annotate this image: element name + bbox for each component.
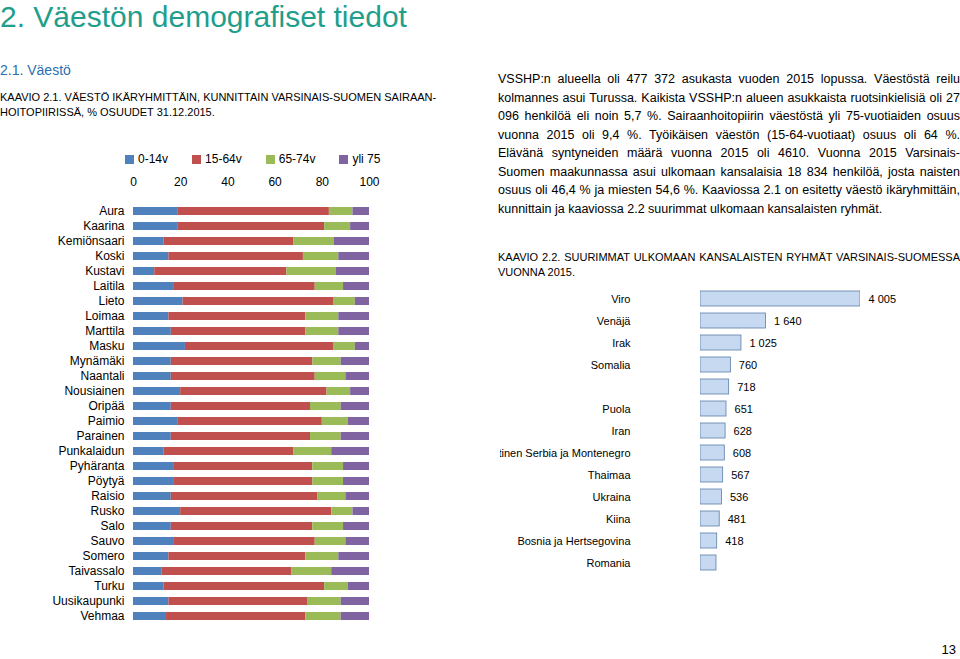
svg-text:Thaimaa: Thaimaa	[588, 469, 632, 481]
svg-text:Viro: Viro	[611, 293, 630, 305]
svg-text:Ukraina: Ukraina	[593, 491, 632, 503]
html-text:15-64v: 15-64v	[205, 152, 242, 166]
html-text:KAAVIO 2.2. SUURIMMAT ULKOMAAN: KAAVIO 2.2. SUURIMMAT ULKOMAAN KANSALAIS…	[498, 251, 960, 278]
html-text:65-74v: 65-74v	[278, 152, 316, 166]
svg-text:Laitila: Laitila	[93, 279, 125, 293]
svg-text:Lieto: Lieto	[98, 294, 124, 308]
svg-text:Kustavi: Kustavi	[85, 264, 124, 278]
svg-text:40: 40	[221, 175, 235, 189]
svg-text:Sauvo: Sauvo	[90, 534, 124, 548]
html-text:yli 75: yli 75	[352, 152, 381, 166]
svg-text:Uusikaupunki: Uusikaupunki	[52, 594, 124, 608]
svg-text:608: 608	[733, 447, 751, 459]
svg-text:Salo: Salo	[100, 519, 124, 533]
svg-text:Koski: Koski	[95, 249, 124, 263]
svg-text:Taivassalo: Taivassalo	[68, 564, 124, 578]
svg-text:80: 80	[316, 175, 330, 189]
svg-text:Punkalaidun: Punkalaidun	[58, 444, 124, 458]
svg-text:1 025: 1 025	[749, 337, 777, 349]
svg-text:Pyhäranta: Pyhäranta	[70, 459, 125, 473]
svg-text:628: 628	[734, 425, 752, 437]
svg-text:Bosnia ja Hertsegovina: Bosnia ja Hertsegovina	[517, 535, 631, 547]
html-text:2. Väestön demografiset tiedot: 2. Väestön demografiset tiedot	[0, 0, 407, 33]
svg-text:481: 481	[728, 513, 746, 525]
svg-text:Mynämäki: Mynämäki	[70, 354, 125, 368]
svg-text:Kiina: Kiina	[606, 513, 631, 525]
html-text:0-14v: 0-14v	[138, 152, 168, 166]
svg-text:Romania: Romania	[586, 557, 631, 569]
html-text:VSSHP:n alueella oli 477 372 a: VSSHP:n alueella oli 477 372 asukasta vu…	[498, 72, 960, 216]
svg-text:Entinen Serbia ja Montenegro: Entinen Serbia ja Montenegro	[500, 447, 631, 459]
svg-text:Nousiainen: Nousiainen	[64, 384, 124, 398]
svg-text:Pöytyä: Pöytyä	[88, 474, 125, 488]
svg-text:567: 567	[731, 469, 749, 481]
svg-text:Rusko: Rusko	[90, 504, 124, 518]
svg-text:Vehmaa: Vehmaa	[80, 609, 124, 623]
svg-text:1 640: 1 640	[774, 315, 802, 327]
svg-text:Iran: Iran	[612, 425, 631, 437]
svg-text:Naantali: Naantali	[80, 369, 124, 383]
svg-text:4 005: 4 005	[869, 293, 897, 305]
svg-text:Loimaa: Loimaa	[85, 309, 125, 323]
svg-text:651: 651	[735, 403, 753, 415]
html-text:13: 13	[941, 642, 956, 657]
svg-text:418: 418	[725, 535, 743, 547]
svg-text:60: 60	[268, 175, 282, 189]
svg-text:20: 20	[174, 175, 188, 189]
svg-text:Paimio: Paimio	[88, 414, 125, 428]
svg-text:0: 0	[130, 175, 137, 189]
svg-text:Parainen: Parainen	[76, 429, 124, 443]
svg-text:Somero: Somero	[82, 549, 124, 563]
svg-text:718: 718	[737, 381, 755, 393]
svg-text:Puola: Puola	[602, 403, 631, 415]
svg-text:Kemiönsaari: Kemiönsaari	[58, 234, 125, 248]
svg-text:Aura: Aura	[99, 204, 125, 218]
svg-text:Irak: Irak	[612, 337, 631, 349]
svg-text:Raisio: Raisio	[91, 489, 125, 503]
svg-text:Kaarina: Kaarina	[83, 219, 125, 233]
svg-text:Turku: Turku	[94, 579, 124, 593]
svg-text:100: 100	[359, 175, 379, 189]
html-text:2.1. Väestö: 2.1. Väestö	[0, 62, 71, 78]
svg-text:Marttila: Marttila	[85, 324, 125, 338]
svg-text:536: 536	[730, 491, 748, 503]
svg-text:Masku: Masku	[89, 339, 124, 353]
html-text:KAAVIO 2.1. VÄESTÖ IKÄRYHMITTÄ: KAAVIO 2.1. VÄESTÖ IKÄRYHMITTÄIN, KUNNIT…	[0, 91, 437, 118]
svg-text:760: 760	[739, 359, 757, 371]
svg-text:Somalia: Somalia	[591, 359, 632, 371]
svg-text:Oripää: Oripää	[88, 399, 124, 413]
svg-text:Venäjä: Venäjä	[597, 315, 632, 327]
